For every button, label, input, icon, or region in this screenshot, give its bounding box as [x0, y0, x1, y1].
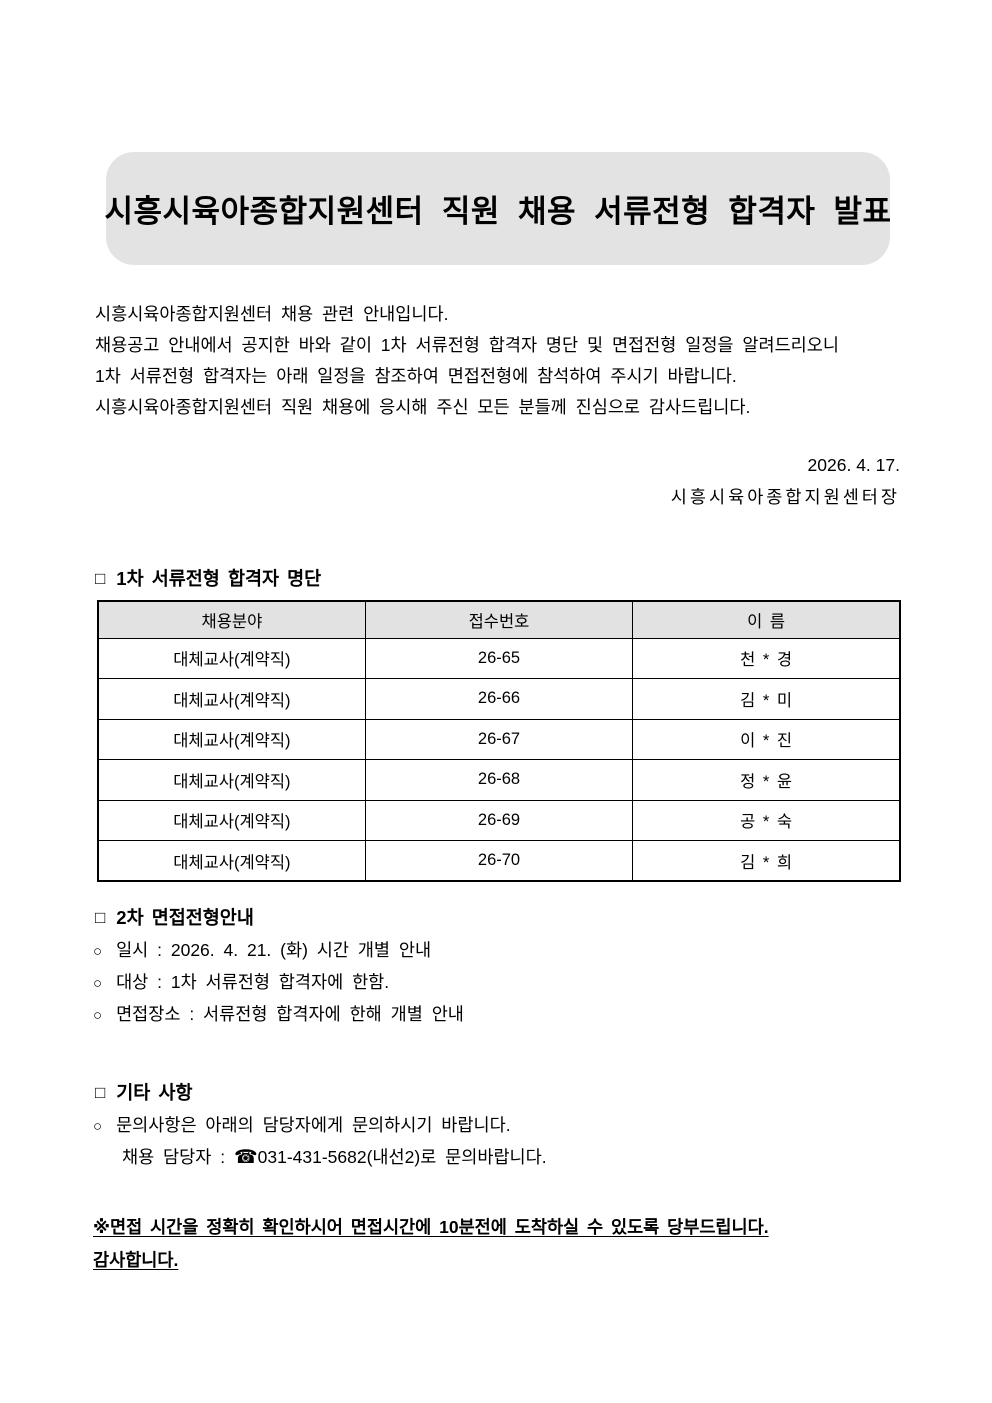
- etc-bullet-list: ○ 문의사항은 아래의 담당자에게 문의하시기 바랍니다. 채용 담당자 : ☎…: [93, 1110, 992, 1173]
- table-row: 대체교사(계약직) 26-70 김 * 희: [97, 840, 901, 882]
- list-item-text: 면접장소 : 서류전형 합격자에 한해 개별 안내: [116, 1004, 464, 1024]
- cell-field: 대체교사(계약직): [97, 840, 366, 882]
- square-bullet-icon: □: [95, 908, 106, 927]
- circle-bullet-icon: ○: [93, 1007, 103, 1024]
- cell-name: 정 * 윤: [632, 759, 901, 801]
- cell-number: 26-69: [364, 799, 634, 841]
- col-header-field: 채용분야: [97, 600, 366, 639]
- contact-prefix: 채용 담당자 :: [122, 1147, 234, 1167]
- circle-bullet-icon: ○: [93, 943, 103, 960]
- cell-number: 26-70: [364, 840, 634, 882]
- section-heading-etc: □ 기타 사항: [95, 1079, 992, 1105]
- cell-number: 26-67: [364, 718, 634, 760]
- list-item-text: 일시 : 2026. 4. 21. (화) 시간 개별 안내: [116, 940, 432, 960]
- cell-name: 김 * 희: [632, 840, 901, 882]
- circle-bullet-icon: ○: [93, 1118, 103, 1135]
- cell-name: 공 * 숙: [632, 799, 901, 841]
- phone-icon: ☎: [233, 1147, 258, 1168]
- cell-field: 대체교사(계약직): [97, 678, 366, 720]
- col-header-name: 이 름: [632, 600, 901, 639]
- section-heading-label: 기타 사항: [116, 1082, 193, 1103]
- table-row: 대체교사(계약직) 26-68 정 * 윤: [97, 759, 901, 801]
- cell-name: 천 * 경: [632, 637, 901, 679]
- square-bullet-icon: □: [95, 1083, 106, 1102]
- section-heading-label: 1차 서류전형 합격자 명단: [116, 568, 322, 589]
- list-item: ○ 일시 : 2026. 4. 21. (화) 시간 개별 안내: [93, 935, 992, 967]
- cell-field: 대체교사(계약직): [97, 759, 366, 801]
- table-row: 대체교사(계약직) 26-67 이 * 진: [97, 718, 901, 760]
- intro-line: 시흥시육아종합지원센터 직원 채용에 응시해 주신 모든 분들께 진심으로 감사…: [95, 397, 751, 417]
- cell-field: 대체교사(계약직): [97, 637, 366, 679]
- pass-list-table: 채용분야 접수번호 이 름 대체교사(계약직) 26-65 천 * 경 대체교사…: [97, 600, 901, 882]
- list-item-text: 문의사항은 아래의 담당자에게 문의하시기 바랍니다.: [116, 1115, 511, 1135]
- announcement-date: 2026. 4. 17.: [807, 455, 900, 475]
- list-item: ○ 문의사항은 아래의 담당자에게 문의하시기 바랍니다.: [93, 1110, 992, 1142]
- cell-number: 26-66: [364, 678, 634, 720]
- title-banner: 시흥시육아종합지원센터 직원 채용 서류전형 합격자 발표: [104, 152, 892, 265]
- contact-line: 채용 담당자 : ☎031-431-5682(내선2)로 문의바랍니다.: [122, 1142, 992, 1173]
- footer-note-line: ※면접 시간을 정확히 확인하시어 면접시간에 10분전에 도착하실 수 있도록…: [93, 1217, 769, 1237]
- table-row: 대체교사(계약직) 26-65 천 * 경: [97, 637, 901, 679]
- page-title: 시흥시육아종합지원센터 직원 채용 서류전형 합격자 발표: [104, 194, 892, 229]
- square-bullet-icon: □: [95, 569, 106, 588]
- signoff-block: 2026. 4. 17. 시흥시육아종합지원센터장: [0, 449, 900, 513]
- table-row: 대체교사(계약직) 26-66 김 * 미: [97, 678, 901, 720]
- list-item-text: 대상 : 1차 서류전형 합격자에 한함.: [116, 972, 390, 992]
- footer-note: ※면접 시간을 정확히 확인하시어 면접시간에 10분전에 도착하실 수 있도록…: [93, 1211, 992, 1277]
- cell-name: 김 * 미: [632, 678, 901, 720]
- col-header-number: 접수번호: [364, 600, 634, 639]
- cell-number: 26-68: [364, 759, 634, 801]
- circle-bullet-icon: ○: [93, 975, 103, 992]
- intro-line: 시흥시육아종합지원센터 채용 관련 안내입니다.: [95, 304, 449, 324]
- cell-field: 대체교사(계약직): [97, 799, 366, 841]
- interview-bullet-list: ○ 일시 : 2026. 4. 21. (화) 시간 개별 안내 ○ 대상 : …: [93, 935, 992, 1031]
- cell-name: 이 * 진: [632, 718, 901, 760]
- intro-paragraph: 시흥시육아종합지원센터 채용 관련 안내입니다. 채용공고 안내에서 공지한 바…: [95, 299, 992, 423]
- intro-line: 채용공고 안내에서 공지한 바와 같이 1차 서류전형 합격자 명단 및 면접전…: [95, 335, 839, 355]
- list-item: ○ 대상 : 1차 서류전형 합격자에 한함.: [93, 967, 992, 999]
- table-row: 대체교사(계약직) 26-69 공 * 숙: [97, 799, 901, 841]
- contact-text: 031-431-5682(내선2)로 문의바랍니다.: [257, 1147, 547, 1167]
- table-header-row: 채용분야 접수번호 이 름: [97, 600, 901, 639]
- footer-note-line: 감사합니다.: [93, 1250, 179, 1270]
- section-heading-label: 2차 면접전형안내: [116, 907, 254, 928]
- signer-name: 시흥시육아종합지원센터장: [670, 487, 900, 507]
- cell-number: 26-65: [364, 637, 634, 679]
- section-heading-interview: □ 2차 면접전형안내: [95, 904, 992, 930]
- list-item: ○ 면접장소 : 서류전형 합격자에 한해 개별 안내: [93, 999, 992, 1031]
- intro-line: 1차 서류전형 합격자는 아래 일정을 참조하여 면접전형에 참석하여 주시기 …: [95, 366, 737, 386]
- section-heading-pass-list: □ 1차 서류전형 합격자 명단: [95, 565, 992, 591]
- cell-field: 대체교사(계약직): [97, 718, 366, 760]
